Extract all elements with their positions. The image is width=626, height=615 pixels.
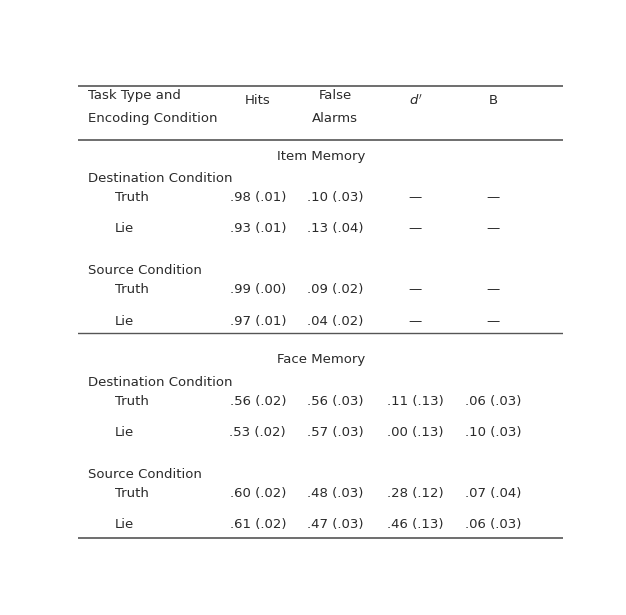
Text: .06 (.03): .06 (.03) (465, 395, 521, 408)
Text: .97 (.01): .97 (.01) (230, 314, 286, 328)
Text: .06 (.03): .06 (.03) (465, 518, 521, 531)
Text: Source Condition: Source Condition (88, 468, 202, 481)
Text: .13 (.04): .13 (.04) (307, 223, 364, 236)
Text: .10 (.03): .10 (.03) (464, 426, 521, 439)
Text: .46 (.13): .46 (.13) (387, 518, 444, 531)
Text: Encoding Condition: Encoding Condition (88, 112, 217, 125)
Text: False: False (319, 89, 352, 103)
Text: Lie: Lie (115, 518, 134, 531)
Text: —: — (486, 284, 500, 296)
Text: .07 (.04): .07 (.04) (465, 487, 521, 500)
Text: —: — (486, 191, 500, 204)
Text: .28 (.12): .28 (.12) (387, 487, 444, 500)
Text: Destination Condition: Destination Condition (88, 376, 232, 389)
Text: Lie: Lie (115, 314, 134, 328)
Text: Lie: Lie (115, 223, 134, 236)
Text: Source Condition: Source Condition (88, 264, 202, 277)
Text: .56 (.02): .56 (.02) (230, 395, 286, 408)
Text: .10 (.03): .10 (.03) (307, 191, 364, 204)
Text: .61 (.02): .61 (.02) (230, 518, 286, 531)
Text: Truth: Truth (115, 284, 148, 296)
Text: .56 (.03): .56 (.03) (307, 395, 364, 408)
Text: B: B (488, 94, 498, 107)
Text: —: — (486, 223, 500, 236)
Text: .53 (.02): .53 (.02) (230, 426, 286, 439)
Text: —: — (409, 314, 422, 328)
Text: .00 (.13): .00 (.13) (387, 426, 444, 439)
Text: Destination Condition: Destination Condition (88, 172, 232, 185)
Text: Face Memory: Face Memory (277, 354, 365, 367)
Text: .98 (.01): .98 (.01) (230, 191, 286, 204)
Text: .99 (.00): .99 (.00) (230, 284, 286, 296)
Text: Item Memory: Item Memory (277, 149, 365, 162)
Text: .60 (.02): .60 (.02) (230, 487, 286, 500)
Text: Hits: Hits (245, 94, 270, 107)
Text: Alarms: Alarms (312, 112, 358, 125)
Text: Truth: Truth (115, 487, 148, 500)
Text: Truth: Truth (115, 191, 148, 204)
Text: .57 (.03): .57 (.03) (307, 426, 364, 439)
Text: —: — (409, 284, 422, 296)
Text: Task Type and: Task Type and (88, 89, 181, 103)
Text: .93 (.01): .93 (.01) (230, 223, 286, 236)
Text: .04 (.02): .04 (.02) (307, 314, 364, 328)
Text: $d'$: $d'$ (409, 93, 423, 108)
Text: Truth: Truth (115, 395, 148, 408)
Text: —: — (486, 314, 500, 328)
Text: .11 (.13): .11 (.13) (387, 395, 444, 408)
Text: Lie: Lie (115, 426, 134, 439)
Text: —: — (409, 191, 422, 204)
Text: —: — (409, 223, 422, 236)
Text: .47 (.03): .47 (.03) (307, 518, 364, 531)
Text: .48 (.03): .48 (.03) (307, 487, 364, 500)
Text: .09 (.02): .09 (.02) (307, 284, 364, 296)
